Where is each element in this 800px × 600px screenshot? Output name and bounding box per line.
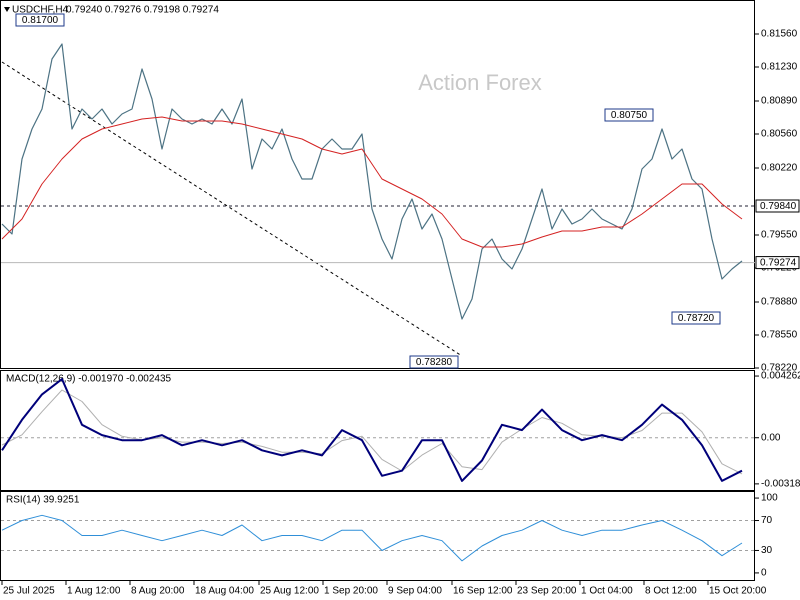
annotation-box xyxy=(671,311,721,325)
x-tick-label: 18 Aug 04:00 xyxy=(195,586,254,597)
annotation-label: 0.78720 xyxy=(678,313,715,324)
menu-triangle xyxy=(4,7,10,12)
x-tick-label: 25 Jul 2025 xyxy=(3,586,55,597)
y-tick-label: 70 xyxy=(761,515,773,526)
y-tick-label: 0.004262 xyxy=(761,371,800,382)
price-label: 0.79840 xyxy=(760,201,797,212)
annotation-label: 0.81700 xyxy=(22,15,59,26)
x-tick-label: 1 Aug 12:00 xyxy=(67,586,121,597)
x-tick-label: 16 Sep 12:00 xyxy=(453,586,513,597)
y-tick-label: 0.78880 xyxy=(761,297,798,308)
y-tick-label: 0.81230 xyxy=(761,62,798,73)
x-tick-label: 9 Sep 04:00 xyxy=(388,586,442,597)
x-tick-label: 1 Sep 20:00 xyxy=(324,586,378,597)
x-tick-label: 25 Aug 12:00 xyxy=(260,586,319,597)
x-tick-label: 8 Aug 20:00 xyxy=(131,586,185,597)
rsi-title: RSI(14) 39.9251 xyxy=(6,495,80,506)
series-line xyxy=(1,389,743,475)
symbol-title: USDCHF,H4 xyxy=(12,5,69,16)
y-tick-label: 0.00 xyxy=(761,432,781,443)
macd-pane xyxy=(0,370,755,491)
annotation-label: 0.78280 xyxy=(416,357,453,368)
ohlc-values: 0.79240 0.79276 0.79198 0.79274 xyxy=(66,5,219,16)
y-tick-label: 100 xyxy=(761,493,778,504)
y-tick-label: 0.79550 xyxy=(761,230,798,241)
x-tick-label: 8 Oct 12:00 xyxy=(645,586,697,597)
annotation-box xyxy=(604,108,654,122)
x-tick-label: 1 Oct 04:00 xyxy=(581,586,633,597)
x-tick-label: 15 Oct 20:00 xyxy=(709,586,767,597)
watermark: Action Forex xyxy=(418,70,542,95)
trendline xyxy=(1,61,463,357)
y-tick-label: 0.80560 xyxy=(761,129,798,140)
annotation-label: 0.80750 xyxy=(611,110,648,121)
series-line xyxy=(1,514,743,562)
y-tick-label: 0.80890 xyxy=(761,96,798,107)
rsi-pane xyxy=(0,491,755,581)
price-label-box xyxy=(755,199,800,213)
price-label: 0.79274 xyxy=(760,258,797,269)
series-line xyxy=(1,378,743,482)
y-tick-label: 0 xyxy=(761,568,767,579)
y-tick-label: -0.003188 xyxy=(761,479,800,490)
price-pane xyxy=(0,0,755,369)
y-tick-label: 30 xyxy=(761,545,773,556)
y-tick-label: 0.81560 xyxy=(761,29,798,40)
y-tick-label: 0.78220 xyxy=(761,363,798,374)
annotation-box xyxy=(15,13,65,27)
y-tick-label: 0.78550 xyxy=(761,330,798,341)
annotation-box xyxy=(409,355,459,369)
series-line xyxy=(1,116,743,248)
x-tick-label: 23 Sep 20:00 xyxy=(517,586,577,597)
macd-title: MACD(12,26,9) -0.001970 -0.002435 xyxy=(6,374,172,385)
y-tick-label: 0.80220 xyxy=(761,163,798,174)
price-label-box xyxy=(755,256,800,270)
